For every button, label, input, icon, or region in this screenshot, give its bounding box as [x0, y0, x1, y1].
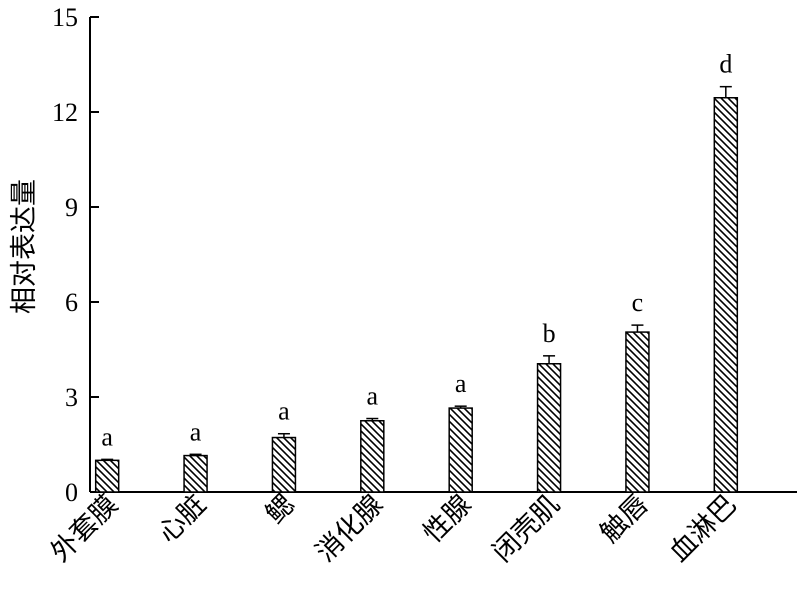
category-label: 鳃 [260, 489, 301, 530]
category-label: 心脏 [152, 489, 212, 549]
bar-8 [713, 97, 739, 493]
bar-7 [625, 331, 650, 493]
y-tick-label: 12 [52, 98, 78, 127]
significance-label: a [101, 422, 113, 451]
bar-4 [360, 420, 385, 493]
significance-label: a [190, 417, 202, 446]
bar-2 [183, 454, 208, 493]
y-tick-label: 15 [52, 3, 78, 32]
bar-5 [448, 407, 473, 493]
y-tick-label: 9 [65, 193, 78, 222]
significance-label: a [367, 382, 379, 411]
category-label: 外套膜 [45, 489, 124, 568]
y-tick-label: 3 [65, 383, 78, 412]
significance-label: d [719, 50, 732, 79]
bar-6 [536, 363, 562, 493]
plot-area: 0 3 6 9 12 15 相对表达量 a 外套膜 a 心脏 a 鳃 a 消化腺 a 性腺 b 闭壳肌 c 触唇 d 血淋巴 [9, 3, 797, 568]
y-tick-label: 0 [65, 478, 78, 507]
significance-label: c [632, 288, 644, 317]
bar-3 [271, 436, 297, 493]
bar-1 [94, 459, 120, 493]
category-label: 性腺 [418, 489, 478, 549]
category-label: 闭壳肌 [487, 489, 566, 568]
category-label: 触唇 [594, 489, 654, 549]
y-tick-label: 6 [65, 288, 78, 317]
significance-label: a [455, 369, 467, 398]
category-label: 消化腺 [310, 489, 389, 568]
significance-label: b [543, 319, 556, 348]
category-label: 血淋巴 [664, 489, 743, 568]
y-axis-title: 相对表达量 [9, 179, 40, 314]
significance-label: a [278, 397, 290, 426]
